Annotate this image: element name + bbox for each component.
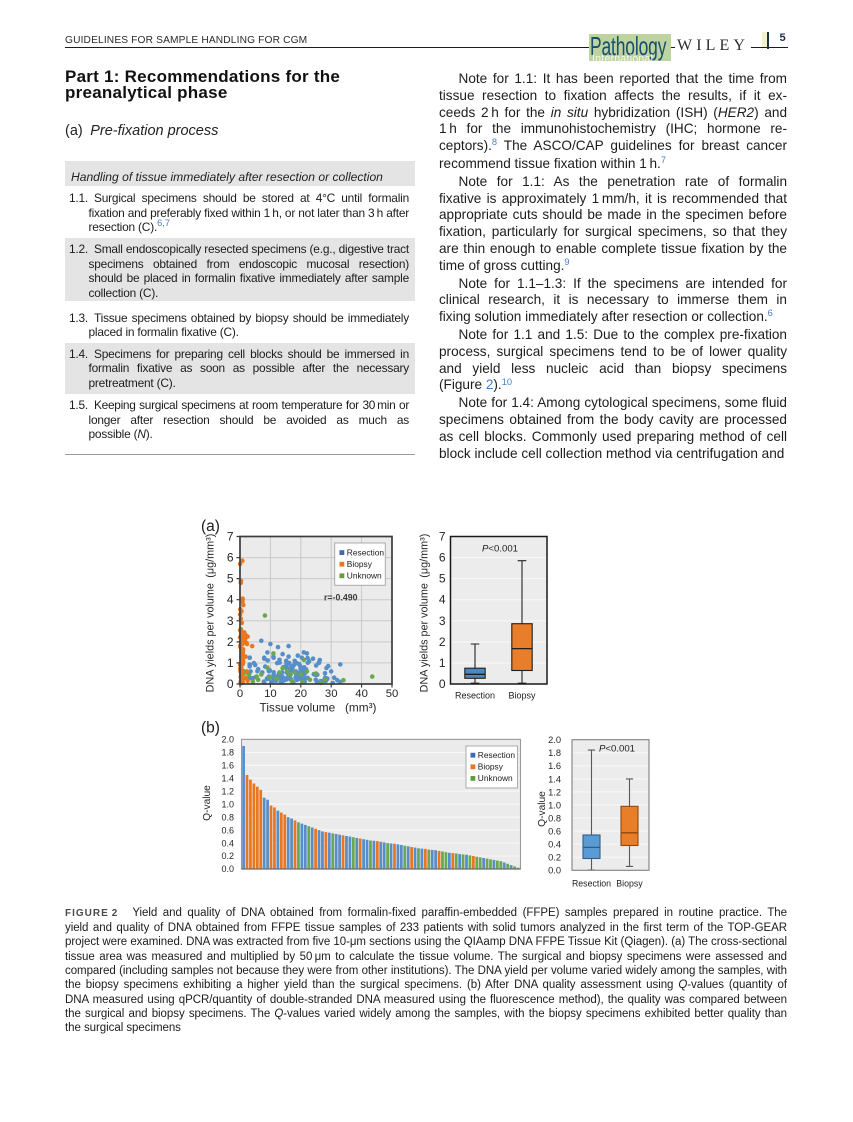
svg-text:3: 3 bbox=[439, 614, 446, 628]
svg-text:1.0: 1.0 bbox=[221, 799, 234, 809]
svg-text:6: 6 bbox=[227, 551, 234, 565]
svg-text:0.2: 0.2 bbox=[548, 853, 561, 863]
svg-text:Unknown: Unknown bbox=[347, 571, 382, 581]
svg-text:P<0.001: P<0.001 bbox=[482, 544, 518, 555]
svg-text:1.2: 1.2 bbox=[221, 786, 234, 796]
svg-text:20: 20 bbox=[295, 688, 308, 700]
svg-text:4: 4 bbox=[439, 593, 446, 607]
svg-text:50: 50 bbox=[386, 688, 399, 700]
svg-text:7: 7 bbox=[227, 530, 234, 544]
svg-text:5: 5 bbox=[439, 572, 446, 586]
svg-text:Q-value: Q-value bbox=[537, 791, 548, 827]
svg-text:4: 4 bbox=[227, 593, 234, 607]
svg-text:1.8: 1.8 bbox=[221, 748, 234, 758]
svg-text:Biopsy: Biopsy bbox=[347, 559, 373, 569]
svg-text:0.4: 0.4 bbox=[548, 840, 561, 850]
svg-text:0: 0 bbox=[439, 677, 446, 691]
svg-text:5: 5 bbox=[227, 572, 234, 586]
svg-text:P<0.001: P<0.001 bbox=[599, 744, 635, 755]
svg-text:0.6: 0.6 bbox=[221, 825, 234, 835]
svg-text:0: 0 bbox=[237, 688, 243, 700]
svg-text:Resection: Resection bbox=[347, 547, 385, 557]
svg-text:1: 1 bbox=[439, 656, 446, 670]
svg-text:Resection: Resection bbox=[455, 691, 495, 701]
svg-text:1.0: 1.0 bbox=[548, 800, 561, 810]
svg-text:1.4: 1.4 bbox=[548, 774, 561, 784]
svg-text:(a): (a) bbox=[201, 518, 220, 535]
svg-text:0: 0 bbox=[227, 677, 234, 691]
svg-text:Biopsy: Biopsy bbox=[478, 762, 504, 772]
svg-text:1.6: 1.6 bbox=[221, 761, 234, 771]
svg-text:2: 2 bbox=[439, 635, 446, 649]
svg-text:Tissue volume (mm³): Tissue volume (mm³) bbox=[260, 701, 377, 715]
svg-text:0.0: 0.0 bbox=[548, 866, 561, 876]
svg-text:3: 3 bbox=[227, 614, 234, 628]
svg-text:(b): (b) bbox=[201, 720, 220, 737]
svg-text:Resection: Resection bbox=[572, 879, 611, 889]
svg-text:Biopsy: Biopsy bbox=[616, 879, 643, 889]
svg-text:1.2: 1.2 bbox=[548, 787, 561, 797]
svg-text:1: 1 bbox=[227, 656, 234, 670]
svg-text:2.0: 2.0 bbox=[548, 735, 561, 745]
svg-text:Biopsy: Biopsy bbox=[508, 691, 536, 701]
svg-text:DNA yields per volume (μg/mm³: DNA yields per volume (μg/mm³) bbox=[205, 534, 217, 693]
svg-text:0.8: 0.8 bbox=[221, 812, 234, 822]
svg-text:2: 2 bbox=[227, 635, 234, 649]
svg-text:Resection: Resection bbox=[478, 750, 516, 760]
svg-text:r=-0.490: r=-0.490 bbox=[324, 593, 358, 603]
svg-text:7: 7 bbox=[439, 530, 446, 544]
svg-text:40: 40 bbox=[355, 688, 368, 700]
svg-text:Unknown: Unknown bbox=[478, 773, 513, 783]
svg-text:1.4: 1.4 bbox=[221, 774, 234, 784]
svg-text:0.6: 0.6 bbox=[548, 827, 561, 837]
svg-text:1.8: 1.8 bbox=[548, 748, 561, 758]
svg-text:0.4: 0.4 bbox=[221, 838, 234, 848]
svg-text:10: 10 bbox=[264, 688, 277, 700]
svg-text:Q-value: Q-value bbox=[202, 785, 213, 821]
svg-text:2.0: 2.0 bbox=[221, 735, 234, 745]
svg-text:0.0: 0.0 bbox=[221, 864, 234, 874]
svg-text:DNA yields per volume (μg/mm³: DNA yields per volume (μg/mm³) bbox=[419, 534, 431, 693]
svg-text:30: 30 bbox=[325, 688, 338, 700]
svg-text:0.2: 0.2 bbox=[221, 851, 234, 861]
svg-text:0.8: 0.8 bbox=[548, 814, 561, 824]
svg-text:6: 6 bbox=[439, 551, 446, 565]
svg-text:1.6: 1.6 bbox=[548, 761, 561, 771]
